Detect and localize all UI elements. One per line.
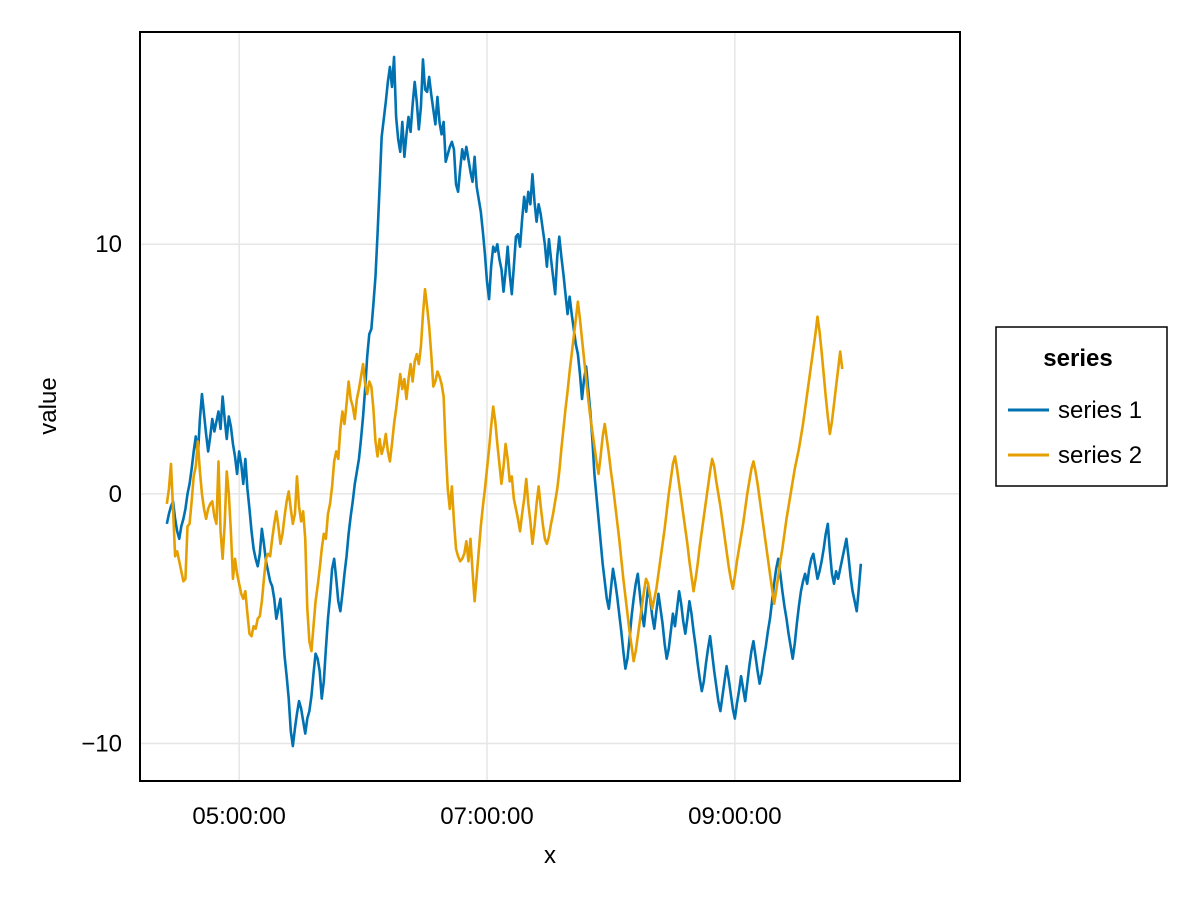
y-axis-label: value: [35, 377, 62, 434]
series-line-1: [165, 55, 863, 748]
legend: series series 1 series 2: [995, 326, 1168, 487]
y-tick-label: 0: [109, 481, 122, 508]
series-line-2: [165, 287, 844, 663]
legend-label-series-1: series 1: [1058, 397, 1142, 424]
legend-box: [995, 326, 1168, 487]
series-lines: [165, 55, 863, 748]
plot-frame: [139, 31, 961, 782]
x-axis-label: x: [544, 842, 556, 869]
y-tick-label: −10: [81, 731, 122, 758]
x-tick-label: 05:00:00: [192, 803, 285, 830]
axis-ticks: 05:00:00 07:00:00 09:00:00 −10 0 10: [81, 231, 781, 830]
legend-label-series-2: series 2: [1058, 442, 1142, 469]
grid-lines: [140, 32, 960, 781]
y-tick-label: 10: [95, 231, 122, 258]
legend-title: series: [1043, 345, 1112, 372]
x-tick-label: 09:00:00: [688, 803, 781, 830]
x-tick-label: 07:00:00: [440, 803, 533, 830]
